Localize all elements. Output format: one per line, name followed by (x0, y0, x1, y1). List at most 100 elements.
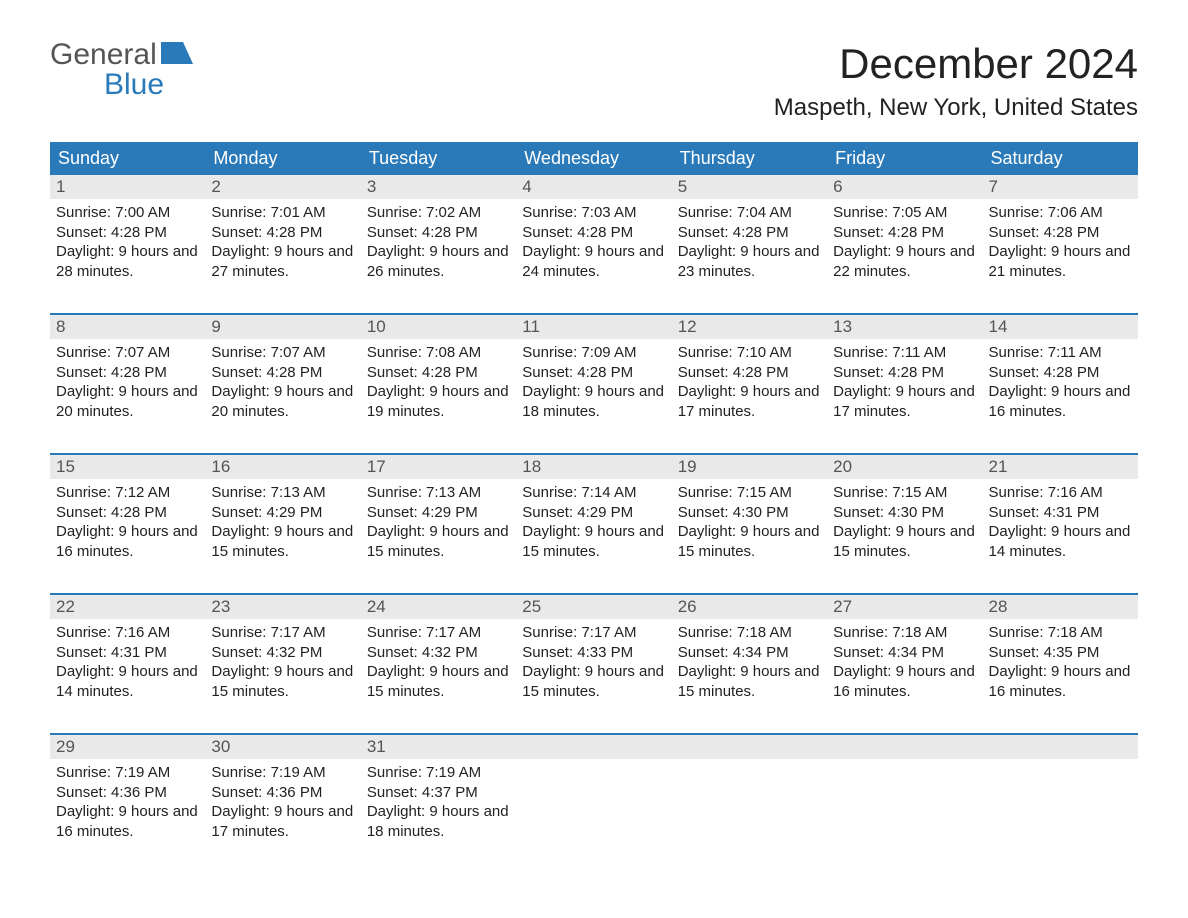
daylight-line: Daylight: 9 hours and 26 minutes. (367, 242, 510, 281)
sunrise-line: Sunrise: 7:19 AM (211, 763, 354, 783)
calendar-cell: 10Sunrise: 7:08 AMSunset: 4:28 PMDayligh… (361, 315, 516, 435)
daylight-line: Daylight: 9 hours and 14 minutes. (56, 662, 199, 701)
date-number: 21 (983, 455, 1138, 479)
sunset-line: Sunset: 4:29 PM (367, 503, 510, 523)
calendar-cell: 12Sunrise: 7:10 AMSunset: 4:28 PMDayligh… (672, 315, 827, 435)
daylight-line: Daylight: 9 hours and 24 minutes. (522, 242, 665, 281)
sunrise-line: Sunrise: 7:19 AM (56, 763, 199, 783)
cell-body: Sunrise: 7:16 AMSunset: 4:31 PMDaylight:… (983, 479, 1138, 565)
date-number: 31 (361, 735, 516, 759)
sunset-line: Sunset: 4:34 PM (678, 643, 821, 663)
cell-body: Sunrise: 7:07 AMSunset: 4:28 PMDaylight:… (205, 339, 360, 425)
cell-body: Sunrise: 7:15 AMSunset: 4:30 PMDaylight:… (672, 479, 827, 565)
sunset-line: Sunset: 4:31 PM (56, 643, 199, 663)
date-number: 22 (50, 595, 205, 619)
sunset-line: Sunset: 4:28 PM (522, 223, 665, 243)
date-number: 24 (361, 595, 516, 619)
calendar-cell: 16Sunrise: 7:13 AMSunset: 4:29 PMDayligh… (205, 455, 360, 575)
sunrise-line: Sunrise: 7:07 AM (211, 343, 354, 363)
cell-body: Sunrise: 7:16 AMSunset: 4:31 PMDaylight:… (50, 619, 205, 705)
sunset-line: Sunset: 4:28 PM (833, 363, 976, 383)
cell-body: Sunrise: 7:19 AMSunset: 4:37 PMDaylight:… (361, 759, 516, 845)
calendar-cell: 25Sunrise: 7:17 AMSunset: 4:33 PMDayligh… (516, 595, 671, 715)
sunset-line: Sunset: 4:28 PM (678, 223, 821, 243)
sunrise-line: Sunrise: 7:06 AM (989, 203, 1132, 223)
sunset-line: Sunset: 4:29 PM (522, 503, 665, 523)
calendar-cell: 5Sunrise: 7:04 AMSunset: 4:28 PMDaylight… (672, 175, 827, 295)
date-number (672, 735, 827, 759)
cell-body: Sunrise: 7:18 AMSunset: 4:34 PMDaylight:… (827, 619, 982, 705)
daylight-line: Daylight: 9 hours and 17 minutes. (211, 802, 354, 841)
sunset-line: Sunset: 4:37 PM (367, 783, 510, 803)
sunset-line: Sunset: 4:28 PM (367, 223, 510, 243)
sunrise-line: Sunrise: 7:11 AM (833, 343, 976, 363)
date-number: 5 (672, 175, 827, 199)
day-header: Monday (205, 142, 360, 175)
date-number (827, 735, 982, 759)
week-row: 8Sunrise: 7:07 AMSunset: 4:28 PMDaylight… (50, 313, 1138, 435)
cell-body: Sunrise: 7:12 AMSunset: 4:28 PMDaylight:… (50, 479, 205, 565)
date-number (516, 735, 671, 759)
cell-body: Sunrise: 7:04 AMSunset: 4:28 PMDaylight:… (672, 199, 827, 285)
calendar-cell (827, 735, 982, 855)
cell-body: Sunrise: 7:19 AMSunset: 4:36 PMDaylight:… (205, 759, 360, 845)
sunrise-line: Sunrise: 7:03 AM (522, 203, 665, 223)
sunset-line: Sunset: 4:30 PM (678, 503, 821, 523)
cell-body: Sunrise: 7:17 AMSunset: 4:33 PMDaylight:… (516, 619, 671, 705)
daylight-line: Daylight: 9 hours and 16 minutes. (989, 662, 1132, 701)
sunset-line: Sunset: 4:28 PM (367, 363, 510, 383)
date-number: 1 (50, 175, 205, 199)
sunset-line: Sunset: 4:28 PM (56, 503, 199, 523)
cell-body: Sunrise: 7:09 AMSunset: 4:28 PMDaylight:… (516, 339, 671, 425)
calendar-cell (672, 735, 827, 855)
date-number: 25 (516, 595, 671, 619)
week-row: 1Sunrise: 7:00 AMSunset: 4:28 PMDaylight… (50, 175, 1138, 295)
date-number: 17 (361, 455, 516, 479)
daylight-line: Daylight: 9 hours and 16 minutes. (989, 382, 1132, 421)
calendar-cell: 3Sunrise: 7:02 AMSunset: 4:28 PMDaylight… (361, 175, 516, 295)
date-number: 26 (672, 595, 827, 619)
calendar-cell: 11Sunrise: 7:09 AMSunset: 4:28 PMDayligh… (516, 315, 671, 435)
date-number: 7 (983, 175, 1138, 199)
daylight-line: Daylight: 9 hours and 15 minutes. (678, 662, 821, 701)
calendar-cell: 6Sunrise: 7:05 AMSunset: 4:28 PMDaylight… (827, 175, 982, 295)
month-title: December 2024 (774, 40, 1138, 88)
date-number: 30 (205, 735, 360, 759)
calendar-cell: 30Sunrise: 7:19 AMSunset: 4:36 PMDayligh… (205, 735, 360, 855)
sunrise-line: Sunrise: 7:19 AM (367, 763, 510, 783)
day-header: Friday (827, 142, 982, 175)
date-number: 29 (50, 735, 205, 759)
sunset-line: Sunset: 4:28 PM (56, 363, 199, 383)
cell-body: Sunrise: 7:01 AMSunset: 4:28 PMDaylight:… (205, 199, 360, 285)
sunset-line: Sunset: 4:32 PM (367, 643, 510, 663)
sunrise-line: Sunrise: 7:17 AM (211, 623, 354, 643)
week-row: 22Sunrise: 7:16 AMSunset: 4:31 PMDayligh… (50, 593, 1138, 715)
calendar-cell: 31Sunrise: 7:19 AMSunset: 4:37 PMDayligh… (361, 735, 516, 855)
logo-text-1: General (50, 40, 157, 70)
calendar-cell: 8Sunrise: 7:07 AMSunset: 4:28 PMDaylight… (50, 315, 205, 435)
calendar-cell (516, 735, 671, 855)
sunrise-line: Sunrise: 7:13 AM (211, 483, 354, 503)
sunset-line: Sunset: 4:28 PM (833, 223, 976, 243)
calendar-cell: 21Sunrise: 7:16 AMSunset: 4:31 PMDayligh… (983, 455, 1138, 575)
cell-body: Sunrise: 7:15 AMSunset: 4:30 PMDaylight:… (827, 479, 982, 565)
date-number: 28 (983, 595, 1138, 619)
calendar-cell: 28Sunrise: 7:18 AMSunset: 4:35 PMDayligh… (983, 595, 1138, 715)
date-number (983, 735, 1138, 759)
daylight-line: Daylight: 9 hours and 21 minutes. (989, 242, 1132, 281)
sunrise-line: Sunrise: 7:14 AM (522, 483, 665, 503)
cell-body: Sunrise: 7:17 AMSunset: 4:32 PMDaylight:… (361, 619, 516, 705)
week-row: 29Sunrise: 7:19 AMSunset: 4:36 PMDayligh… (50, 733, 1138, 855)
date-number: 19 (672, 455, 827, 479)
calendar-cell: 15Sunrise: 7:12 AMSunset: 4:28 PMDayligh… (50, 455, 205, 575)
date-number: 6 (827, 175, 982, 199)
cell-body: Sunrise: 7:14 AMSunset: 4:29 PMDaylight:… (516, 479, 671, 565)
sunset-line: Sunset: 4:29 PM (211, 503, 354, 523)
sunrise-line: Sunrise: 7:11 AM (989, 343, 1132, 363)
sunset-line: Sunset: 4:28 PM (678, 363, 821, 383)
sunrise-line: Sunrise: 7:18 AM (678, 623, 821, 643)
sunrise-line: Sunrise: 7:02 AM (367, 203, 510, 223)
sunset-line: Sunset: 4:36 PM (211, 783, 354, 803)
sunset-line: Sunset: 4:28 PM (211, 363, 354, 383)
daylight-line: Daylight: 9 hours and 18 minutes. (522, 382, 665, 421)
